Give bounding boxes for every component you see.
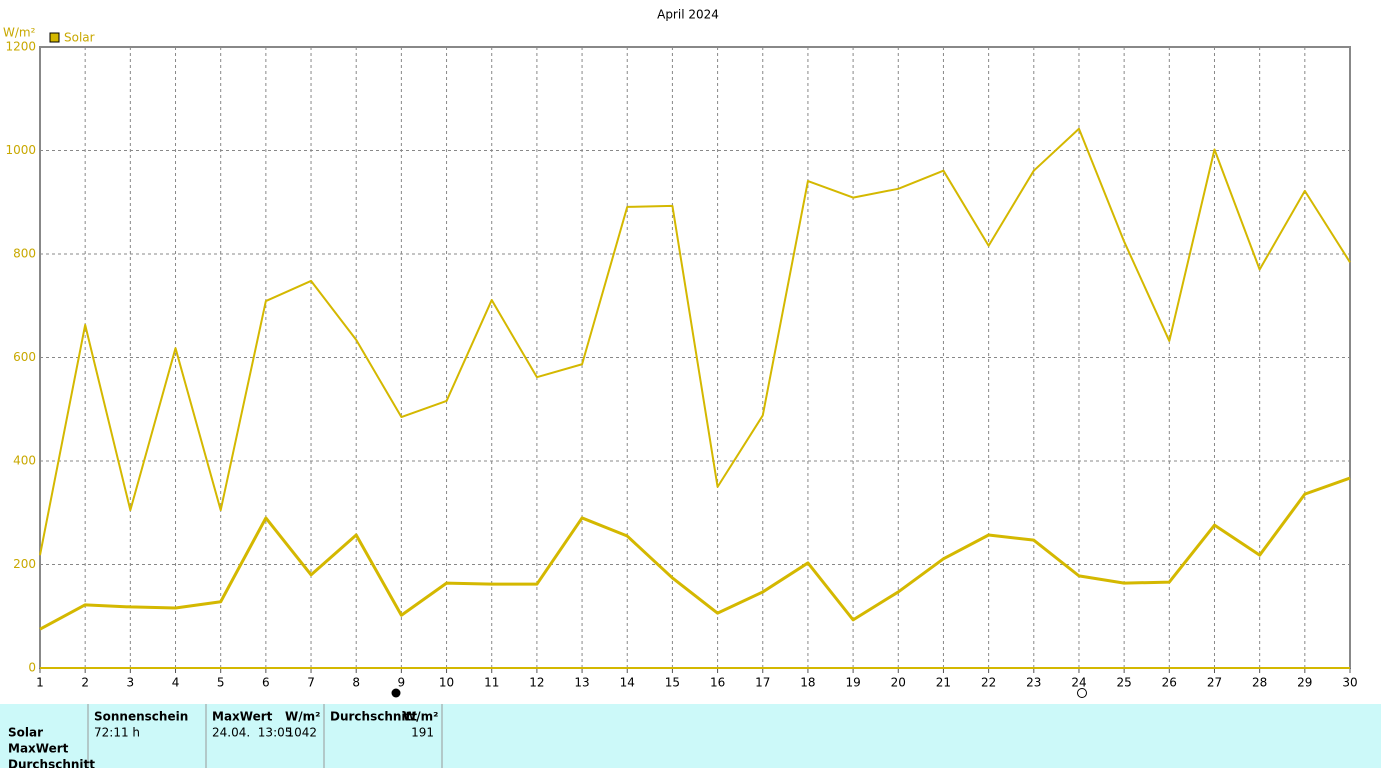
table-cell: 191: [411, 726, 434, 740]
x-tick-label: 24: [1071, 676, 1086, 690]
x-tick-label: 20: [891, 676, 906, 690]
x-tick-label: 25: [1116, 676, 1131, 690]
moon-new: [391, 688, 401, 698]
row-label: Durchschnitt: [8, 758, 95, 768]
chart-title: April 2024: [657, 8, 719, 22]
table-header: W/m²: [403, 710, 438, 724]
row-label: MaxWert: [8, 742, 69, 756]
x-tick-label: 8: [352, 676, 360, 690]
table-header: W/m²: [285, 710, 320, 724]
y-tick-label: 200: [13, 557, 36, 571]
x-tick-label: 10: [439, 676, 454, 690]
table-bg: [0, 704, 1381, 768]
x-tick-label: 13: [574, 676, 589, 690]
table-cell: 72:11 h: [94, 726, 140, 740]
x-tick-label: 15: [665, 676, 680, 690]
x-tick-label: 21: [936, 676, 951, 690]
x-tick-label: 5: [217, 676, 225, 690]
legend-label: Solar: [64, 31, 95, 45]
x-tick-label: 14: [620, 676, 635, 690]
x-tick-label: 17: [755, 676, 770, 690]
legend-swatch: [49, 32, 60, 43]
table-header: Durchschnitt: [330, 710, 417, 724]
y-unit: W/m²: [3, 26, 36, 40]
x-tick-label: 27: [1207, 676, 1222, 690]
y-tick-label: 1200: [5, 40, 36, 54]
x-tick-label: 2: [81, 676, 89, 690]
table-header: MaxWert: [212, 710, 273, 724]
y-tick-label: 600: [13, 350, 36, 364]
x-tick-label: 9: [398, 676, 406, 690]
moon-full: [1077, 688, 1087, 698]
x-tick-label: 12: [529, 676, 544, 690]
series-line: [39, 476, 1351, 631]
x-tick-label: 6: [262, 676, 270, 690]
series-line: [39, 127, 1351, 556]
y-tick-label: 400: [13, 454, 36, 468]
x-tick-label: 29: [1297, 676, 1312, 690]
marks: [39, 127, 1351, 631]
x-tick-label: 18: [800, 676, 815, 690]
table-header: Sonnenschein: [94, 710, 188, 724]
x-tick-label: 16: [710, 676, 725, 690]
x-tick-label: 30: [1342, 676, 1357, 690]
x-tick-label: 4: [172, 676, 180, 690]
y-tick-label: 1000: [5, 143, 36, 157]
y-tick-label: 0: [28, 661, 36, 675]
x-tick-label: 11: [484, 676, 499, 690]
row-label: Solar: [8, 726, 43, 740]
y-tick-label: 800: [13, 247, 36, 261]
x-tick-label: 28: [1252, 676, 1267, 690]
x-tick-label: 3: [127, 676, 135, 690]
x-tick-label: 19: [845, 676, 860, 690]
x-tick-label: 7: [307, 676, 315, 690]
x-tick-label: 1: [36, 676, 44, 690]
x-tick-label: 22: [981, 676, 996, 690]
table-cell: 1042: [286, 726, 317, 740]
x-tick-label: 26: [1162, 676, 1177, 690]
table-cell: 24.04. 13:05: [212, 726, 292, 740]
x-tick-label: 23: [1026, 676, 1041, 690]
